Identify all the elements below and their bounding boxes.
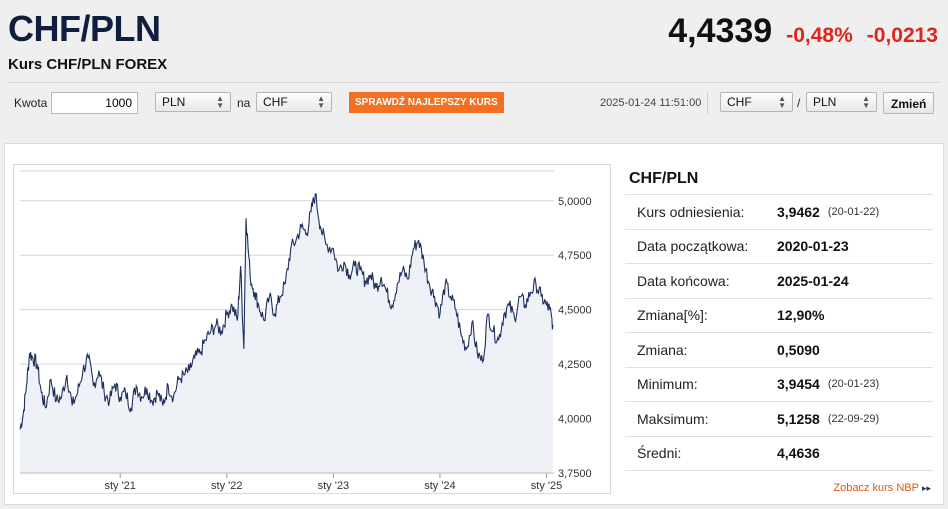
nbp-link-text: Zobacz kurs NBP	[833, 482, 919, 494]
amount-label: Kwota	[14, 96, 48, 110]
header-divider	[8, 82, 940, 83]
stats-label: Zmiana[%]:	[637, 307, 708, 324]
stats-title: CHF/PLN	[625, 164, 933, 195]
best-rate-button[interactable]: SPRAWDŹ NAJLEPSZY KURS	[349, 92, 504, 113]
stats-row: Zmiana[%]: 12,90%	[625, 299, 933, 333]
x-tick-label: sty '23	[318, 480, 349, 492]
current-rate: 4,4339	[668, 12, 773, 50]
series-line	[19, 192, 554, 430]
select-arrows-icon: ▲ ▼	[317, 94, 325, 110]
stats-label: Data końcowa:	[637, 272, 730, 289]
y-tick-label: 4,0000	[558, 414, 592, 426]
change-absolute: -0,0213	[866, 24, 938, 47]
stats-label: Zmiana:	[637, 341, 688, 358]
y-tick-label: 4,2500	[558, 359, 592, 371]
x-tick-label: sty '24	[424, 480, 455, 492]
stats-value: 3,9462	[777, 203, 820, 220]
converter-toolbar: Kwota PLN ▲▼ na CHF ▲▼ SPRAWDŹ NAJLEPSZY…	[0, 90, 948, 118]
x-tick-label: sty '21	[104, 480, 135, 492]
stats-label: Data początkowa:	[637, 238, 749, 255]
stats-value: 4,4636	[777, 445, 820, 462]
pair-slash: /	[797, 96, 801, 110]
stats-rows: Kurs odniesienia: 3,9462 (20-01-22) Data po…	[625, 195, 933, 471]
stats-row: Maksimum: 5,1258 (22-09-29)	[625, 402, 933, 437]
y-tick-label: 3,7500	[558, 468, 592, 480]
from-currency-select[interactable]: PLN ▲ ▼	[155, 92, 231, 112]
stats-date: (22-09-29)	[827, 412, 880, 425]
stats-date: (20-01-22)	[827, 205, 880, 218]
quote-subtitle: Kurs CHF/PLN FOREX	[8, 56, 168, 73]
stats-row: Kurs odniesienia: 3,9462 (20-01-22)	[625, 195, 933, 230]
toolbar-separator	[707, 92, 708, 114]
from-currency-value: PLN	[162, 95, 186, 109]
stats-row: Data końcowa: 2025-01-24	[625, 264, 933, 299]
y-tick-label: 4,5000	[558, 305, 592, 317]
stats-value: 3,9454	[777, 376, 820, 393]
stats-date: (20-01-23)	[827, 378, 880, 391]
stats-value: 2025-01-24	[777, 272, 849, 289]
nbp-rate-link[interactable]: Zobacz kurs NBP ▸▸	[833, 482, 931, 494]
select-arrows-icon: ▲ ▼	[216, 94, 224, 110]
x-tick-label: sty '22	[211, 480, 242, 492]
chart-svg: 3,7500 4,0000 4,2500 4,5000 4,7500 5,0000 sty …	[19, 170, 592, 492]
to-label: na	[237, 96, 251, 110]
stats-value: 2020-01-23	[777, 238, 849, 255]
stats-label: Kurs odniesienia:	[637, 203, 745, 220]
base-currency-select[interactable]: CHF ▲ ▼	[720, 92, 793, 112]
price-chart[interactable]: 3,7500 4,0000 4,2500 4,5000 4,7500 5,0000 sty …	[13, 164, 611, 494]
amount-input[interactable]	[51, 92, 138, 114]
quote-currency-select[interactable]: PLN ▲ ▼	[806, 92, 877, 112]
change-percent: -0,48%	[786, 24, 853, 47]
rate-block: 4,4339 -0,48% -0,0213	[668, 12, 938, 51]
stats-value: 12,90%	[777, 307, 825, 324]
y-tick-label: 5,0000	[558, 196, 592, 208]
base-currency-value: CHF	[727, 95, 752, 109]
content-panel: 3,7500 4,0000 4,2500 4,5000 4,7500 5,0000 sty …	[4, 143, 944, 505]
pair-title: CHF/PLN	[8, 8, 161, 49]
y-tick-label: 4,7500	[558, 250, 592, 262]
to-currency-select[interactable]: CHF ▲ ▼	[256, 92, 332, 112]
stats-value: 5,1258	[777, 410, 820, 427]
stats-row: Minimum: 3,9454 (20-01-23)	[625, 368, 933, 402]
quote-header: CHF/PLN Kurs CHF/PLN FOREX 4,4339 -0,48%…	[0, 0, 948, 124]
stats-row: Zmiana: 0,5090	[625, 333, 933, 368]
series-area	[20, 193, 553, 474]
stats-label: Maksimum:	[637, 410, 709, 427]
change-pair-button[interactable]: Zmień	[883, 92, 935, 114]
to-currency-value: CHF	[263, 95, 288, 109]
x-tick-label: sty '25	[531, 480, 562, 492]
stats-table: CHF/PLN Kurs odniesienia: 3,9462 (20-01-22…	[625, 164, 933, 471]
stats-label: Minimum:	[637, 376, 698, 393]
stats-row: Średni: 4,4636	[625, 437, 933, 471]
quote-currency-value: PLN	[813, 95, 837, 109]
stats-label: Średni:	[637, 445, 682, 462]
quote-timestamp: 2025-01-24 11:51:00	[600, 97, 702, 109]
select-arrows-icon: ▲ ▼	[862, 94, 870, 110]
stats-row: Data początkowa: 2020-01-23	[625, 230, 933, 264]
double-arrow-icon: ▸▸	[921, 483, 931, 493]
select-arrows-icon: ▲ ▼	[778, 94, 786, 110]
stats-value: 0,5090	[777, 341, 820, 358]
